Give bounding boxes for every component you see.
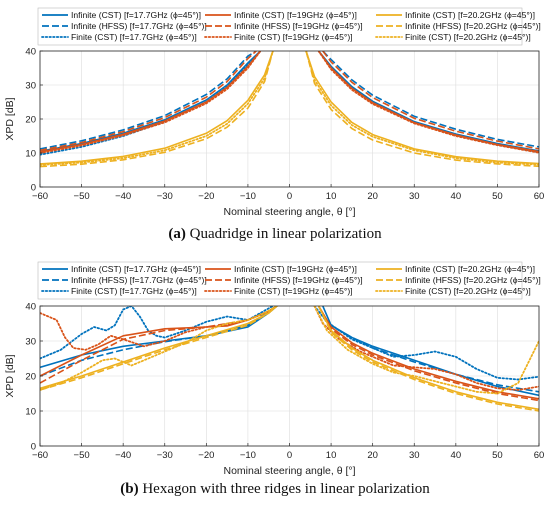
- legend-box: [37, 7, 523, 46]
- x-tick-label: 30: [409, 450, 420, 461]
- x-tick-label: −10: [240, 191, 256, 202]
- x-axis-label: Nominal steering angle, θ [°]: [223, 465, 355, 477]
- caption-label: (b): [120, 481, 138, 497]
- legend-entry: Infinite (CST) [f=17.7GHz (ϕ=45°)]: [71, 264, 201, 274]
- legend-box: [37, 261, 523, 300]
- caption-text: Quadridge in linear polarization: [186, 226, 382, 242]
- series-line-7-right: [305, 51, 539, 165]
- series-line-2-right: [322, 51, 539, 148]
- x-tick-label: 50: [492, 191, 503, 202]
- legend-entry: Finite (CST) [f=20.2GHz (ϕ=45°)]: [405, 32, 531, 42]
- series-line-6-left: [40, 51, 262, 154]
- legend-entry: Infinite (HFSS) [f=20.2GHz (ϕ=45°)]: [405, 21, 541, 31]
- series-line-3-right: [313, 306, 539, 381]
- x-tick-label: 50: [492, 450, 503, 461]
- legend-entry: Infinite (HFSS) [f=19GHz (ϕ=45°)]: [234, 21, 363, 31]
- x-tick-label: 0: [287, 450, 292, 461]
- x-tick-label: 40: [451, 191, 462, 202]
- y-tick-label: 30: [25, 81, 36, 92]
- series-line-9-right: [313, 306, 539, 395]
- legend: Infinite (CST) [f=17.7GHz (ϕ=45°)]Infini…: [37, 261, 541, 300]
- x-tick-label: 0: [287, 191, 292, 202]
- y-tick-label: 40: [25, 302, 36, 313]
- legend-entry: Infinite (CST) [f=19GHz (ϕ=45°)]: [234, 10, 357, 20]
- figure-caption: (a) Quadridge in linear polarization: [168, 226, 382, 242]
- legend-entry: Infinite (HFSS) [f=19GHz (ϕ=45°)]: [234, 275, 363, 285]
- y-tick-label: 10: [25, 407, 36, 418]
- x-axis-label: Nominal steering angle, θ [°]: [223, 206, 355, 218]
- series-line-8-right: [317, 306, 539, 412]
- x-tick-label: 40: [451, 450, 462, 461]
- series-line-5-right: [317, 306, 539, 402]
- series-line-1-left: [40, 51, 261, 153]
- x-tick-label: −30: [157, 191, 173, 202]
- series-line-8-left: [40, 306, 278, 391]
- x-tick-label: −60: [32, 450, 48, 461]
- figure-caption: (b) Hexagon with three ridges in linear …: [120, 481, 430, 497]
- legend-entry: Finite (CST) [f=20.2GHz (ϕ=45°)]: [405, 286, 531, 296]
- chart-panel-a: −60 −50 −40 −30 −20 −10 0 10 20 30 40 50 60 0 10 20 30 40…: [4, 7, 545, 242]
- legend-entry: Finite (CST) [f=19GHz (ϕ=45°)]: [234, 32, 353, 42]
- series-line-8-left: [40, 51, 274, 168]
- legend-entry: Infinite (CST) [f=20.2GHz (ϕ=45°)]: [405, 10, 535, 20]
- y-axis-label: XPD [dB]: [4, 97, 16, 140]
- series-line-7-right: [317, 306, 539, 411]
- y-tick-label: 10: [25, 149, 36, 160]
- legend-entry: Finite (CST) [f=19GHz (ϕ=45°)]: [234, 286, 353, 296]
- x-tick-label: −50: [74, 450, 90, 461]
- series-line-4-left: [40, 51, 262, 153]
- x-tick-label: −50: [74, 191, 90, 202]
- y-axis-label: XPD [dB]: [4, 354, 16, 397]
- legend-entry: Infinite (HFSS) [f=17.7GHz (ϕ=45°)]: [71, 21, 207, 31]
- y-tick-label: 0: [31, 183, 36, 194]
- series-line-9-right: [305, 51, 539, 166]
- series-line-7-left: [40, 51, 274, 165]
- x-tick-label: −40: [115, 191, 131, 202]
- x-tick-label: −20: [198, 450, 214, 461]
- legend: Infinite (CST) [f=17.7GHz (ϕ=45°)]Infini…: [37, 7, 541, 46]
- series-line-5-right: [322, 51, 539, 150]
- x-tick-label: 10: [326, 450, 337, 461]
- legend-entry: Finite (CST) [f=17.7GHz (ϕ=45°)]: [71, 32, 197, 42]
- caption-label: (a): [168, 226, 186, 242]
- series-line-4-right: [317, 306, 539, 400]
- y-tick-label: 30: [25, 337, 36, 348]
- series-line-9-left: [40, 306, 278, 391]
- legend-entry: Infinite (CST) [f=19GHz (ϕ=45°)]: [234, 264, 357, 274]
- chart-panel-b: −60 −50 −40 −30 −20 −10 0 10 20 30 40 50 60 0 10 20 30 40…: [4, 261, 545, 497]
- x-tick-label: −10: [240, 450, 256, 461]
- x-tick-label: 30: [409, 191, 420, 202]
- y-tick-label: 0: [31, 442, 36, 453]
- series-line-5-left: [40, 51, 257, 152]
- legend-entry: Infinite (HFSS) [f=17.7GHz (ϕ=45°)]: [71, 275, 207, 285]
- x-tick-label: 10: [326, 191, 337, 202]
- y-tick-label: 20: [25, 115, 36, 126]
- series-line-8-right: [305, 51, 539, 168]
- series-group: [40, 306, 539, 412]
- series-group: [40, 51, 539, 168]
- series-line-2-left: [40, 51, 257, 150]
- series-line-3-left: [40, 306, 274, 360]
- x-tick-label: 60: [534, 191, 545, 202]
- legend-entry: Infinite (HFSS) [f=20.2GHz (ϕ=45°)]: [405, 275, 541, 285]
- series-line-6-right: [317, 51, 539, 154]
- series-line-5-left: [40, 306, 278, 384]
- series-line-9-left: [40, 51, 274, 166]
- caption-text: Hexagon with three ridges in linear pola…: [139, 481, 431, 497]
- series-line-1-right: [317, 51, 539, 152]
- legend-entry: Finite (CST) [f=17.7GHz (ϕ=45°)]: [71, 286, 197, 296]
- x-tick-label: −40: [115, 450, 131, 461]
- legend-entry: Infinite (CST) [f=20.2GHz (ϕ=45°)]: [405, 264, 535, 274]
- series-line-6-right: [313, 306, 539, 391]
- x-tick-label: 20: [367, 450, 378, 461]
- x-tick-label: −30: [157, 450, 173, 461]
- y-tick-label: 40: [25, 47, 36, 58]
- x-tick-label: −60: [32, 191, 48, 202]
- legend-entry: Infinite (CST) [f=17.7GHz (ϕ=45°)]: [71, 10, 201, 20]
- x-tick-label: 60: [534, 450, 545, 461]
- x-tick-label: 20: [367, 191, 378, 202]
- y-tick-label: 20: [25, 372, 36, 383]
- x-tick-label: −20: [198, 191, 214, 202]
